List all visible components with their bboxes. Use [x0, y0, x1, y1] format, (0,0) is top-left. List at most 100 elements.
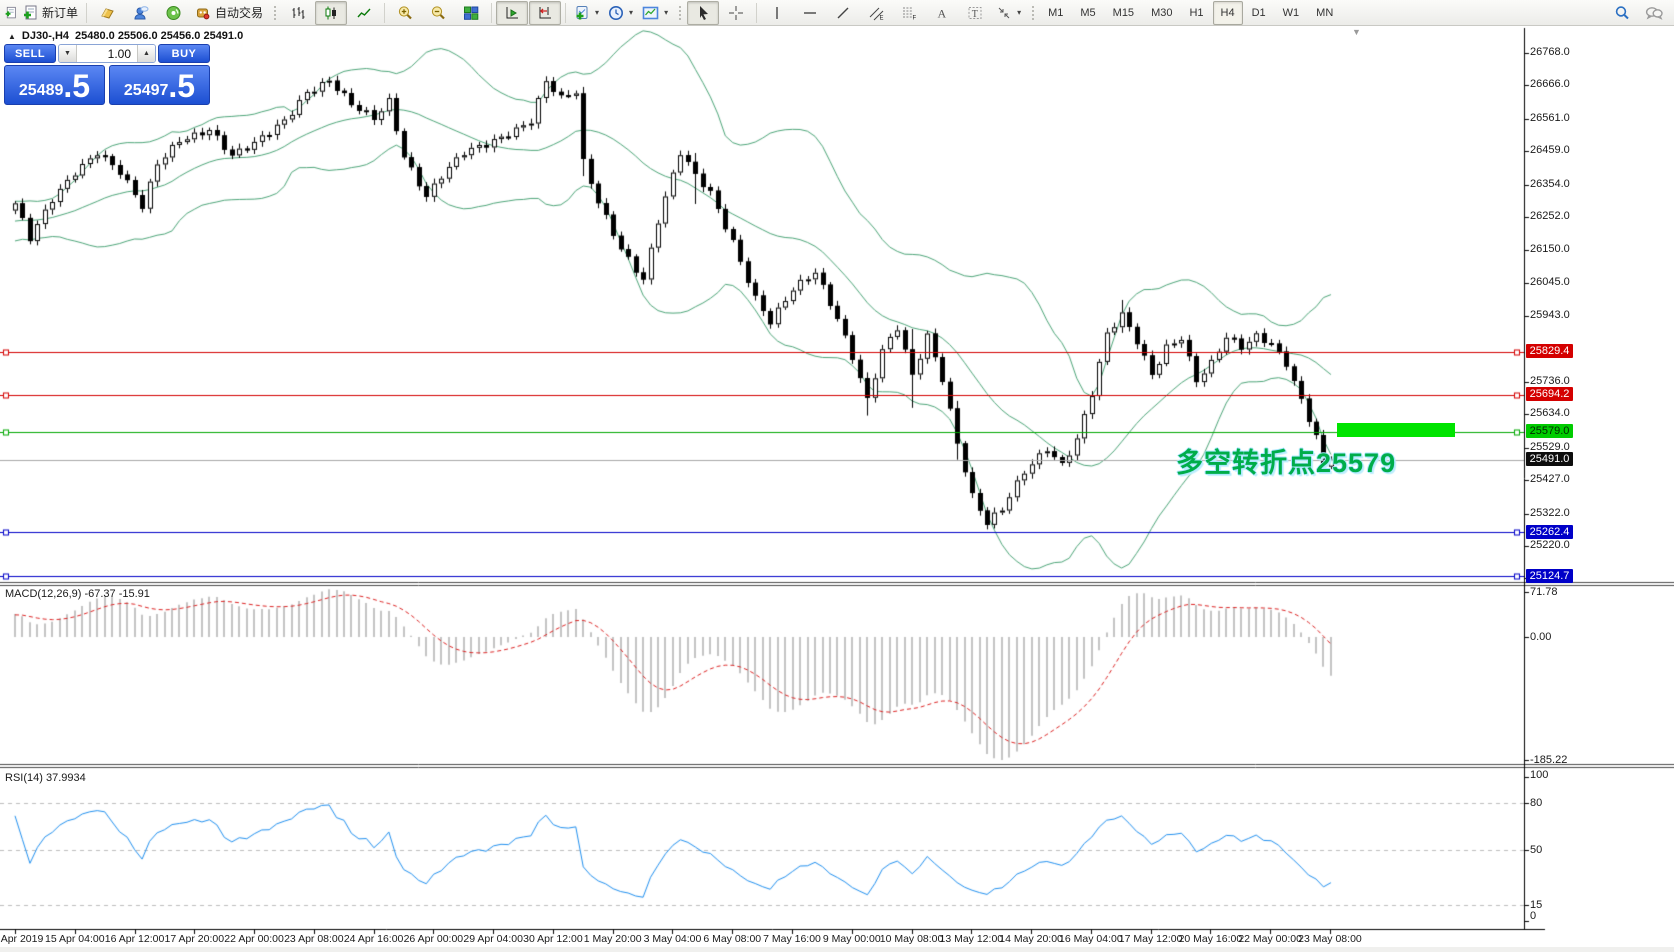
horizontal-line-button[interactable]: [794, 1, 826, 25]
one-click-collapse-toggle[interactable]: ▲: [8, 31, 16, 41]
price-axis-tick: 25634.0: [1530, 407, 1570, 420]
fibonacci-icon: F: [902, 7, 916, 21]
price-axis-tick: 25322.0: [1530, 506, 1570, 519]
zoom-in-button[interactable]: [389, 1, 421, 25]
line-chart-button[interactable]: [348, 1, 380, 25]
dropdown-caret-icon: ▾: [629, 8, 634, 17]
timeframe-d1-button[interactable]: D1: [1251, 6, 1266, 19]
signals-button[interactable]: [157, 1, 189, 25]
new-chart-dropdown[interactable]: ▾: [570, 1, 603, 25]
text-label-icon: T: [968, 6, 982, 20]
timeframe-h1-button[interactable]: H1: [1189, 6, 1204, 19]
bar-chart-icon: [292, 6, 305, 19]
price-axis-tick: 26354.0: [1530, 177, 1570, 190]
date-axis-label: 20 May 16:00: [1178, 933, 1243, 945]
chart-canvas[interactable]: [0, 26, 1674, 952]
date-axis-label: 7 May 16:00: [763, 933, 821, 945]
auto-scroll-button[interactable]: [496, 0, 529, 25]
date-axis-label: 29 Apr 04:00: [463, 933, 523, 945]
volume-decrease-button[interactable]: ▼: [59, 45, 77, 62]
equidistant-channel-button[interactable]: E: [860, 1, 892, 25]
sell-price-button[interactable]: 25489.5: [4, 65, 105, 105]
sell-price-main: 25489: [18, 82, 64, 99]
volume-increase-button[interactable]: ▲: [137, 45, 155, 62]
new-order-icon: [24, 5, 37, 19]
price-axis-tick: 26150.0: [1530, 242, 1570, 255]
timeframe-h4-button[interactable]: H4: [1212, 0, 1243, 25]
vertical-line-button[interactable]: [761, 1, 793, 25]
cursor-button[interactable]: [687, 0, 720, 25]
toolbar-drag-handle[interactable]: [677, 3, 683, 22]
timeframe-w1-button[interactable]: W1: [1282, 6, 1300, 19]
date-axis-label: 23 Apr 08:00: [284, 933, 344, 945]
chart-shift-icon: [539, 6, 552, 18]
window-bottom-strip: [0, 947, 1674, 952]
search-icon: [1615, 5, 1629, 19]
toolbar-separator: [565, 2, 567, 23]
mql5-community-button[interactable]: [124, 1, 156, 25]
highlight-rectangle[interactable]: [1337, 423, 1455, 437]
candlestick-chart-icon: [325, 6, 337, 19]
search-button[interactable]: [1606, 1, 1638, 25]
arrows-dropdown[interactable]: ▾: [992, 1, 1025, 25]
macd-axis-tick: 71.78: [1530, 586, 1558, 598]
rsi-axis-tick: 50: [1530, 844, 1543, 856]
bar-chart-button[interactable]: [282, 1, 314, 25]
date-axis-label: 30 Apr 12:00: [523, 933, 583, 945]
volume-value[interactable]: 1.00: [107, 46, 131, 61]
timeframe-m1-button[interactable]: M1: [1048, 6, 1064, 19]
price-axis-tick: 25736.0: [1530, 374, 1570, 387]
templates-dropdown[interactable]: ▾: [638, 1, 672, 25]
annotation-text[interactable]: 多空转折点25579: [1176, 448, 1397, 478]
window-icon: [4, 2, 17, 24]
timeframe-m30-button[interactable]: M30: [1151, 6, 1173, 19]
rsi-axis-tick: 15: [1530, 898, 1543, 911]
chart-shift-marker-icon[interactable]: ▼: [1352, 27, 1361, 37]
chat-icon: [1645, 6, 1663, 20]
zoom-out-button[interactable]: [422, 1, 454, 25]
auto-trading-label: 自动交易: [215, 6, 264, 20]
tile-windows-button[interactable]: [455, 1, 487, 25]
svg-text:F: F: [912, 15, 916, 21]
text-button[interactable]: A: [926, 1, 958, 25]
chart-ohlc-info: ▲ DJ30-,H4 25480.0 25506.0 25456.0 25491…: [8, 30, 243, 42]
price-axis-tick: 25220.0: [1530, 538, 1570, 551]
buy-price-main: 25497: [123, 82, 169, 99]
auto-scroll-icon: [506, 6, 519, 18]
auto-trading-robot-icon: [197, 8, 210, 19]
metaeditor-button[interactable]: [91, 1, 123, 25]
toolbar-separator: [384, 2, 386, 23]
zoom-out-icon: [431, 5, 445, 19]
date-axis-label: 23 May 08:00: [1298, 933, 1362, 945]
trendline-button[interactable]: [827, 1, 859, 25]
toolbar-separator: [491, 2, 493, 23]
new-order-button[interactable]: 新订单: [18, 1, 82, 25]
dropdown-caret-icon: ▾: [595, 8, 600, 17]
date-axis-label: 9 May 00:00: [822, 933, 881, 945]
timeframe-mn-button[interactable]: MN: [1316, 6, 1334, 19]
toolbar-drag-handle[interactable]: [272, 3, 278, 22]
buy-button[interactable]: BUY: [158, 44, 210, 63]
trendline-icon: [837, 7, 849, 18]
timeframe-m5-button[interactable]: M5: [1080, 6, 1096, 19]
sell-button[interactable]: SELL: [4, 44, 56, 63]
rsi-axis-tick: 0: [1530, 910, 1537, 922]
toolbar: 新订单 自动交易 ▾ ▾: [0, 0, 1674, 26]
chart-shift-button[interactable]: [529, 0, 562, 25]
buy-price-button[interactable]: 25497.5: [109, 65, 210, 105]
date-axis-label: 26 Apr 00:00: [403, 933, 464, 945]
toolbar-drag-handle[interactable]: [1030, 3, 1036, 22]
periods-dropdown[interactable]: ▾: [604, 1, 637, 25]
fibonacci-button[interactable]: F: [893, 1, 925, 25]
buy-price-big-digit: .5: [168, 68, 196, 104]
price-axis-tick: 25427.0: [1530, 473, 1570, 486]
auto-trading-button[interactable]: 自动交易: [190, 1, 267, 25]
chat-button[interactable]: [1638, 1, 1670, 25]
text-label-button[interactable]: T: [959, 1, 991, 25]
timeframe-m15-button[interactable]: M15: [1112, 6, 1135, 19]
price-axis-tick: 26768.0: [1530, 46, 1570, 58]
crosshair-button[interactable]: [720, 1, 752, 25]
candlestick-chart-button[interactable]: [315, 0, 348, 25]
macd-axis-tick: -185.22: [1530, 753, 1568, 766]
vertical-line-icon: [776, 6, 778, 19]
